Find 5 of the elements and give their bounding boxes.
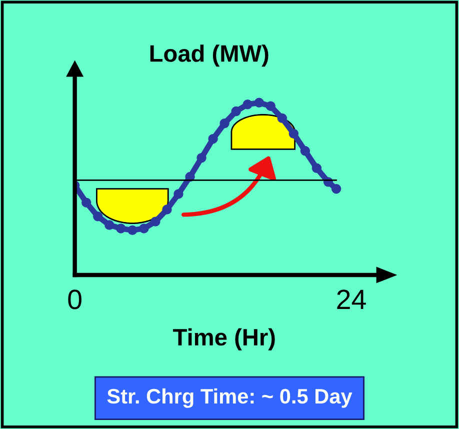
y-axis-title: Load (MW) <box>150 44 268 67</box>
x-tick-label: 24 <box>337 290 366 310</box>
x-axis-title: Time (Hr) <box>173 328 275 350</box>
x-tick-label: 0 <box>68 290 82 310</box>
text: Str. Chrg Time: ~ 0.5 Day <box>107 388 352 408</box>
